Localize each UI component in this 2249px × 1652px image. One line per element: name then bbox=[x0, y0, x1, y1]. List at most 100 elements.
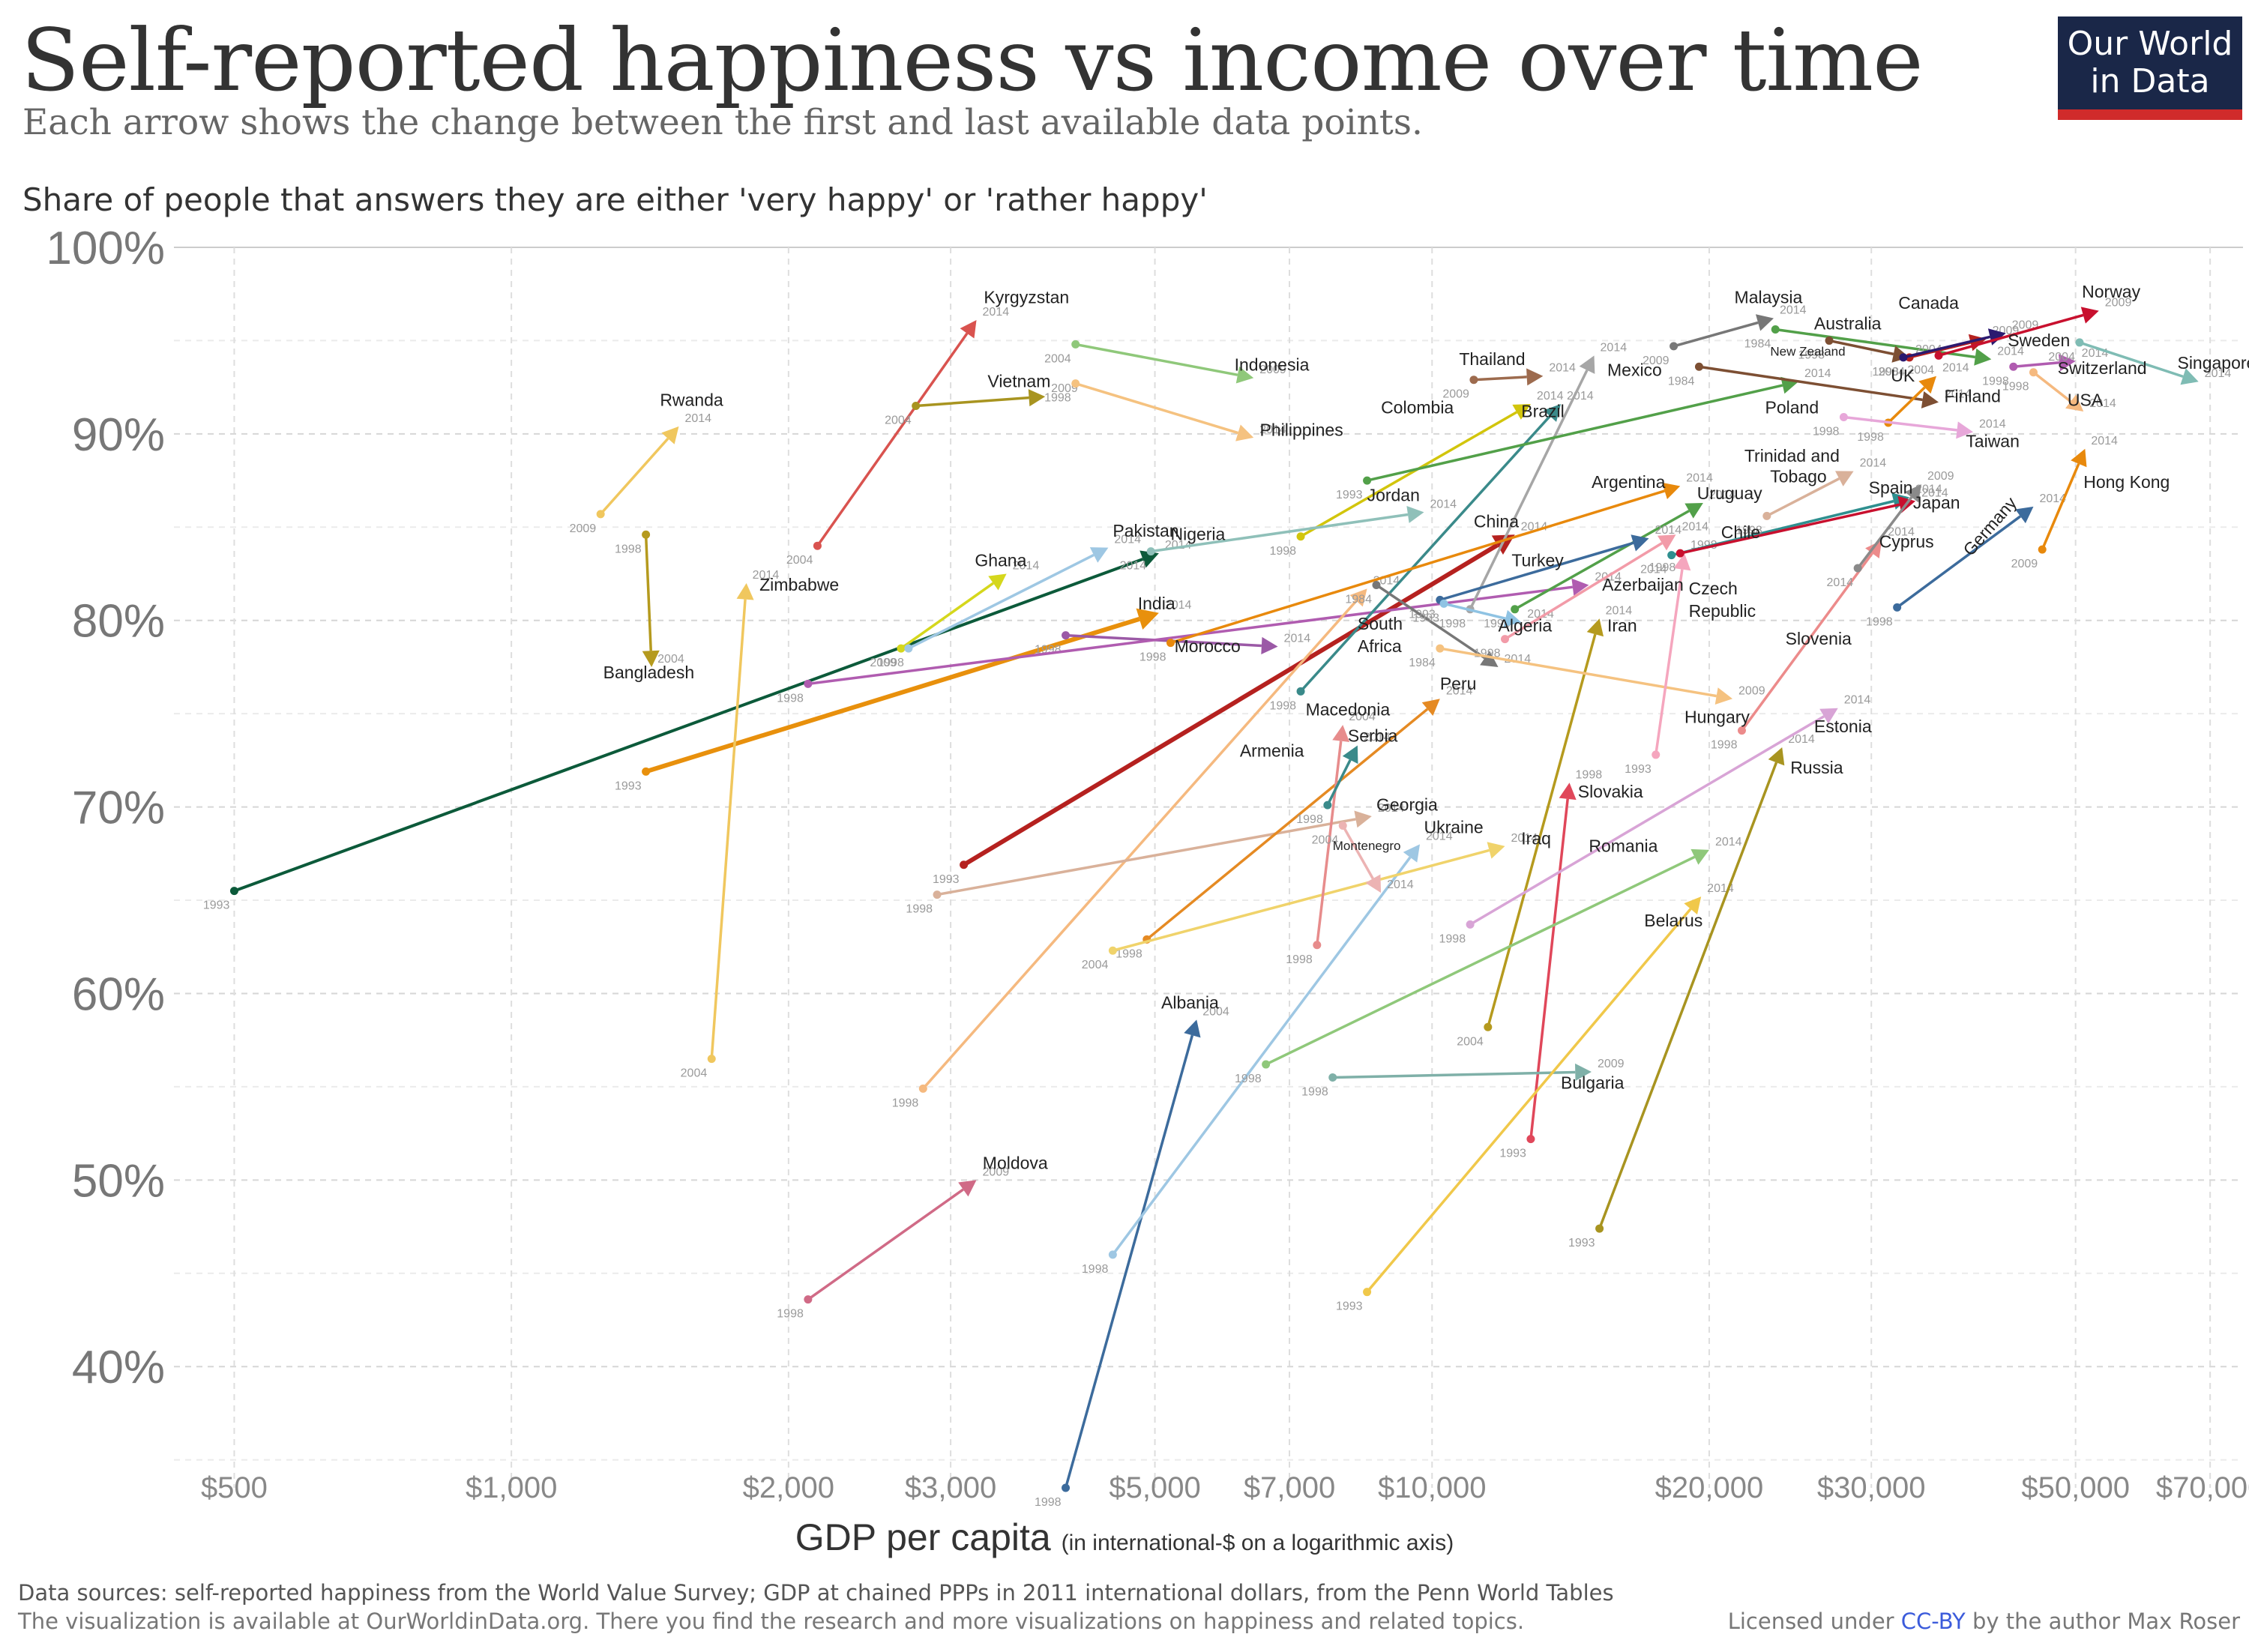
arrow-china: 1993 2014 bbox=[933, 520, 1547, 886]
arrow-head bbox=[958, 1180, 977, 1197]
year-label: 2009 bbox=[570, 522, 597, 535]
start-point bbox=[707, 1055, 716, 1064]
country-label: UK bbox=[1891, 366, 1915, 385]
year-label: 1984 bbox=[1668, 375, 1695, 388]
arrow-head bbox=[1406, 506, 1424, 523]
arrow-albania: 1998 2004 bbox=[1035, 1005, 1229, 1509]
arrow-head bbox=[1684, 896, 1702, 915]
arrow-head bbox=[1349, 588, 1367, 607]
arrow-spain: 1998 2014 bbox=[1649, 486, 1948, 574]
arrow-philippines: 1998 2014 bbox=[1044, 379, 1286, 441]
arrow-iraq: 2004 2014 bbox=[1082, 832, 1538, 971]
year-label: 1998 bbox=[1735, 524, 1762, 537]
year-label: 1998 bbox=[1439, 932, 1466, 945]
arrow-head bbox=[1918, 376, 1936, 394]
y-tick-label: 70% bbox=[72, 783, 165, 834]
axis-ticks: 40% 50% 60% 70% 80% 90% 100% $500 $1,000 $2,000 $3… bbox=[46, 223, 2249, 1504]
arrow-slovakia: 1993 1998 bbox=[1499, 768, 1602, 1160]
start-point bbox=[642, 530, 651, 539]
start-point bbox=[1071, 340, 1080, 349]
arrow-head bbox=[642, 650, 660, 667]
arrow-head bbox=[1403, 844, 1421, 863]
start-point bbox=[1469, 376, 1478, 385]
year-label: 1998 bbox=[1439, 618, 1466, 630]
year-label: 2014 bbox=[684, 412, 711, 425]
arrow-shaft bbox=[644, 534, 652, 651]
arrow-malaysia: 2009 2014 bbox=[1643, 304, 1807, 367]
year-label: 2004 bbox=[1457, 1035, 1484, 1048]
year-label: 2014 bbox=[1686, 472, 1713, 485]
year-label: 1998 bbox=[1082, 1263, 1109, 1276]
arrow-shaft bbox=[645, 616, 1140, 774]
year-label: 2004 bbox=[885, 414, 912, 427]
start-point bbox=[1262, 1060, 1271, 1069]
year-label: 2004 bbox=[1907, 364, 1934, 376]
arrow-head bbox=[1657, 534, 1676, 551]
year-label: 1998 bbox=[1269, 545, 1296, 558]
year-label: 2014 bbox=[1259, 423, 1286, 436]
start-point bbox=[960, 860, 969, 869]
arrow-bangladesh: 1998 2004 bbox=[615, 530, 684, 667]
country-label: Germany bbox=[1959, 493, 2020, 560]
chart-title: Self-reported happiness vs income over t… bbox=[21, 10, 1924, 110]
country-label: Singapore bbox=[2177, 353, 2249, 373]
country-label: Mexico bbox=[1607, 361, 1662, 380]
year-label: 2014 bbox=[1284, 633, 1311, 645]
start-point bbox=[933, 890, 942, 899]
year-label: 2014 bbox=[1511, 832, 1538, 845]
arrow-head bbox=[2080, 307, 2099, 324]
arrow-shaft bbox=[900, 582, 994, 650]
country-label: Tobago bbox=[1770, 467, 1826, 486]
country-label: Switzerland bbox=[2058, 358, 2147, 378]
country-label: Hong Kong bbox=[2083, 472, 2170, 492]
y-tick-label: 50% bbox=[72, 1155, 165, 1207]
arrow-head bbox=[1543, 404, 1562, 422]
arrow-head bbox=[1690, 848, 1709, 865]
arrow-russia: 1993 2014 bbox=[1568, 733, 1815, 1249]
year-label: 1998 bbox=[1872, 366, 1899, 379]
year-label: 2004 bbox=[1202, 1005, 1229, 1018]
arrow-head bbox=[1354, 810, 1372, 828]
arrow-head bbox=[1974, 348, 1992, 366]
arrow-jordan: 2014 2014 bbox=[1120, 498, 1457, 572]
year-label: 1984 bbox=[1345, 593, 1372, 606]
arrow-germany: 1998 2014 bbox=[1866, 492, 2066, 628]
country-label: Cyprus bbox=[1879, 532, 1934, 552]
logo-line-1: Our World bbox=[2067, 25, 2233, 63]
year-label: 2014 bbox=[1979, 417, 2006, 430]
start-point bbox=[1436, 644, 1445, 653]
arrow-shaft bbox=[1376, 584, 1486, 660]
license-suffix: by the author Max Roser bbox=[1965, 1609, 2240, 1634]
arrow-pakistan: 1998 2014 bbox=[877, 534, 1141, 669]
arrow-shaft bbox=[1112, 848, 1490, 952]
arrow-head bbox=[1904, 484, 1921, 503]
start-point bbox=[1439, 599, 1448, 608]
arrow-nigeria: 1993 2014 bbox=[203, 539, 1192, 911]
arrow-shaft bbox=[921, 600, 1358, 1090]
year-label: 2014 bbox=[1114, 534, 1141, 546]
country-label: Chile bbox=[1721, 522, 1760, 542]
start-point bbox=[1484, 1022, 1493, 1031]
owid-logo[interactable]: Our World in Data bbox=[2058, 16, 2242, 120]
arrow-shaft bbox=[2041, 463, 2080, 550]
country-label: Iran bbox=[1607, 616, 1637, 636]
arrow-shaft bbox=[1316, 741, 1343, 945]
chart-subtitle: Each arrow shows the change between the … bbox=[22, 102, 1423, 143]
year-label: 2014 bbox=[1013, 560, 1040, 573]
arrow-shaft bbox=[1064, 1034, 1194, 1489]
country-labels: Kyrgyzstan Rwanda Bangladesh Zimbabwe Vietna… bbox=[603, 282, 2249, 1172]
arrow-shaft bbox=[1367, 384, 1783, 482]
cc-by-link[interactable]: CC-BY bbox=[1900, 1609, 1966, 1634]
arrow-ghana: 2009 2014 bbox=[870, 560, 1039, 670]
year-label: 2009 bbox=[1051, 382, 1078, 395]
y-tick-label: 90% bbox=[72, 409, 165, 461]
country-label: Spain bbox=[1869, 478, 1913, 498]
arrow-armenia: 1998 2014 bbox=[892, 574, 1400, 1109]
country-label: Canada bbox=[1898, 293, 1959, 313]
arrow-shaft bbox=[1679, 503, 1900, 555]
arrow-shaft bbox=[1439, 647, 1717, 698]
country-label: South bbox=[1358, 614, 1403, 633]
